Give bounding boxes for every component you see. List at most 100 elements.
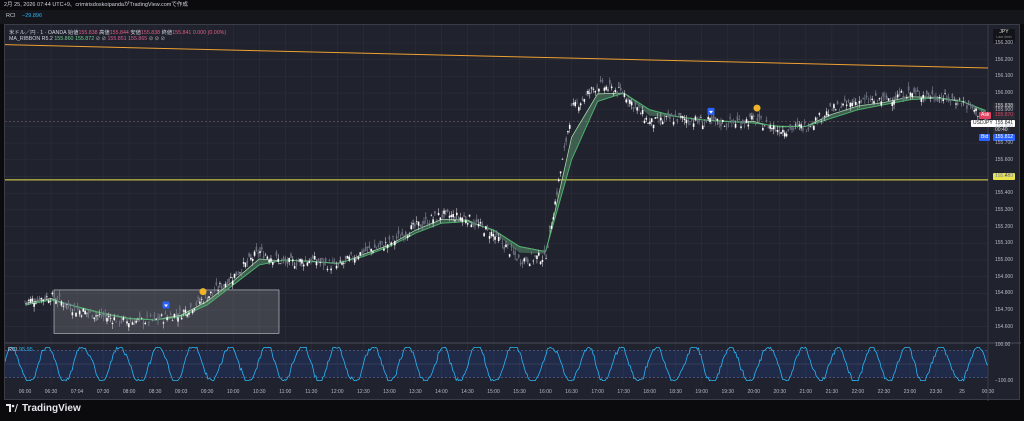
candle-body xyxy=(607,89,609,91)
candle-body xyxy=(687,119,689,123)
tradingview-logo[interactable]: TradingView xyxy=(6,403,81,414)
candle-body xyxy=(253,251,256,256)
ma-ribbon-icons-2[interactable]: ⊘ ⊘ ⊘ xyxy=(148,36,165,42)
candle-body xyxy=(399,238,402,240)
candle-body xyxy=(740,126,742,128)
candle-body xyxy=(669,116,671,119)
candle-body xyxy=(302,264,305,267)
candle-body xyxy=(326,268,329,271)
candle-body xyxy=(876,100,879,101)
candle-body xyxy=(678,112,680,116)
legend-ma-ribbon: MA_RIBBON R5.2 155.860 155.872 ⊘ ⊘ 155.8… xyxy=(9,36,165,42)
candle-body xyxy=(864,98,866,100)
candle-body xyxy=(953,99,955,101)
candle-body xyxy=(720,122,722,127)
candle-body xyxy=(627,98,629,102)
rci-line xyxy=(5,346,989,382)
candle-body xyxy=(293,266,296,269)
candle-body xyxy=(851,102,853,107)
ma-ribbon-icons[interactable]: ⊘ ⊘ xyxy=(95,36,106,42)
candle-body xyxy=(967,101,970,103)
candle-body xyxy=(783,132,786,137)
x-tick-label: 18:00 xyxy=(643,389,656,395)
candle-body xyxy=(71,312,74,316)
candle-body xyxy=(306,262,309,266)
candle-body xyxy=(543,249,546,252)
candle-body xyxy=(763,125,766,127)
candle-body xyxy=(596,86,598,88)
candle-body xyxy=(927,92,930,97)
candle-body xyxy=(206,300,208,302)
candle-body xyxy=(942,99,945,101)
candle-body xyxy=(523,258,525,262)
candle-body xyxy=(814,117,817,121)
candle-body xyxy=(654,117,657,119)
candle-body xyxy=(829,103,832,107)
candle-body xyxy=(630,101,633,106)
candle-body xyxy=(133,323,136,326)
candle-body xyxy=(162,322,165,324)
candle-body xyxy=(909,92,912,96)
candle-body xyxy=(46,296,48,298)
price-chart-svg[interactable] xyxy=(5,25,1021,401)
candle-body xyxy=(576,102,578,104)
symbol-box-sub: Last 4min xyxy=(996,35,1012,39)
candle-body xyxy=(231,280,234,285)
candle-body xyxy=(782,129,784,133)
candle-body xyxy=(465,220,467,223)
candle-body xyxy=(831,109,833,111)
candle-body xyxy=(186,314,188,317)
symbol-box[interactable]: JPY Last 4min xyxy=(993,29,1015,43)
candle-body xyxy=(565,138,567,142)
candle-body xyxy=(251,258,254,262)
candle-body xyxy=(210,291,212,294)
candle-body xyxy=(479,222,482,224)
candle-body xyxy=(153,314,156,317)
candle-body xyxy=(58,293,61,297)
legend-symbol: 米ドル／円 · 1 · OANDA 始値155.838 高値155.844 安値… xyxy=(9,28,226,36)
candle-body xyxy=(780,132,782,134)
candle-body xyxy=(138,313,141,318)
candle-body xyxy=(833,104,835,109)
candle-body xyxy=(756,118,759,122)
chart-panel[interactable]: 米ドル／円 · 1 · OANDA 始値155.838 高値155.844 安値… xyxy=(4,24,1021,401)
x-tick-label: 08:00 xyxy=(122,389,136,395)
candle-body xyxy=(838,111,841,113)
y-tick-label: 155.300 xyxy=(995,206,1014,213)
candle-body xyxy=(785,133,788,137)
candle-body xyxy=(865,95,868,98)
rci-panel-value: 95.95 xyxy=(19,347,33,353)
legend-close-value: 155.841 xyxy=(172,30,192,36)
candle-body xyxy=(769,125,771,129)
x-tick-label: 16:30 xyxy=(565,389,578,395)
candle-body xyxy=(825,111,828,116)
candle-body xyxy=(78,310,81,315)
candle-body xyxy=(322,261,325,266)
candle-body xyxy=(772,125,775,130)
legend-close-label: 終値 xyxy=(161,30,173,36)
legend-high-value: 155.844 xyxy=(109,30,129,36)
candle-body xyxy=(891,102,894,107)
candle-body xyxy=(159,316,161,320)
candle-body xyxy=(946,96,948,98)
candle-body xyxy=(663,117,666,119)
candle-body xyxy=(84,310,86,315)
candle-body xyxy=(137,318,139,320)
candle-body xyxy=(89,310,92,312)
candle-body xyxy=(93,317,96,320)
candle-body xyxy=(195,302,198,306)
candle-body xyxy=(822,116,824,119)
candle-body xyxy=(723,126,726,127)
candle-body xyxy=(208,296,210,299)
candle-body xyxy=(973,109,976,112)
candle-body xyxy=(135,320,137,323)
candle-body xyxy=(244,262,247,267)
candle-body xyxy=(691,118,693,121)
candle-body xyxy=(237,274,239,275)
candle-body xyxy=(481,223,484,226)
candle-body xyxy=(798,124,801,127)
candle-body xyxy=(397,230,400,234)
candle-body xyxy=(386,244,389,249)
candle-body xyxy=(957,103,959,105)
candle-body xyxy=(778,129,781,134)
